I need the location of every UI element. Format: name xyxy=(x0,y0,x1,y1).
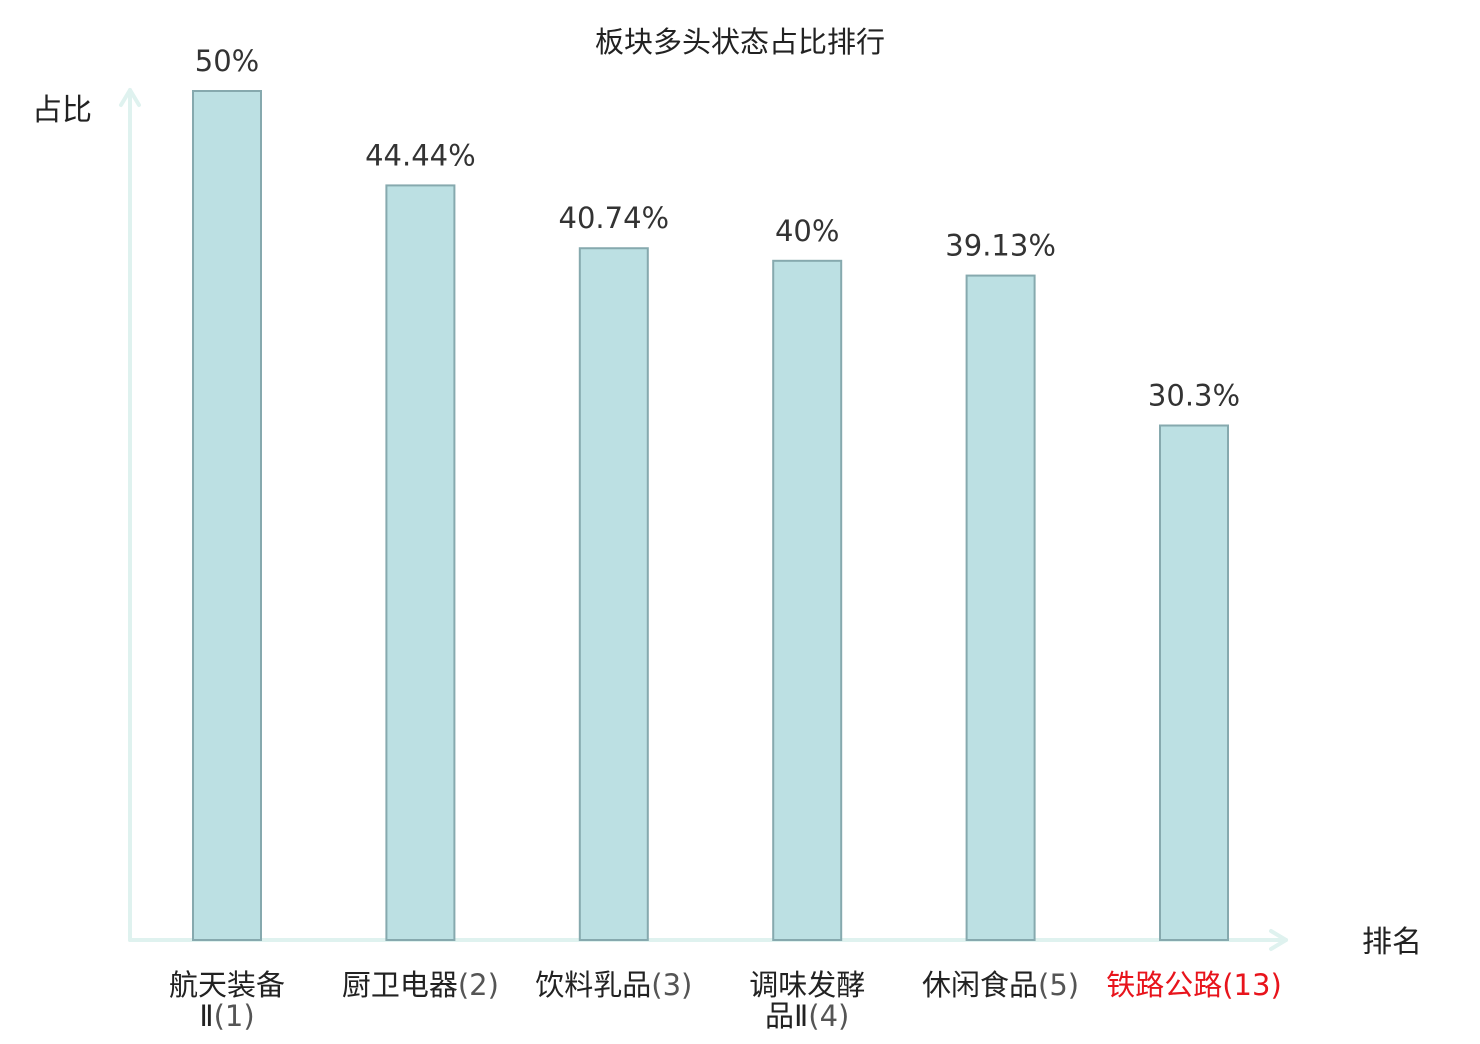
category-labels: 航天装备 Ⅱ(1) 厨卫电器(2) 饮料乳品(3) 调味发酵品Ⅱ(4) 休闲食品(5) 铁路… xyxy=(169,968,1282,1033)
axes xyxy=(119,88,1288,951)
category-tick-label: 调味发酵品Ⅱ(4) xyxy=(749,968,865,1033)
value-label: 40% xyxy=(775,214,839,248)
category-tick-label: 航天装备 Ⅱ(1) xyxy=(169,968,285,1033)
value-label: 39.13% xyxy=(945,229,1056,263)
y-axis-label: 占比 xyxy=(32,93,92,128)
category-tick-label: 厨卫电器(2) xyxy=(342,968,499,1002)
bar xyxy=(772,259,843,941)
y-axis-arrow xyxy=(119,88,141,107)
bar xyxy=(1159,424,1229,942)
value-label: 40.74% xyxy=(559,201,670,235)
value-label: 44.44% xyxy=(365,138,476,172)
bars xyxy=(192,90,1229,942)
category-tick-label: 休闲食品(5) xyxy=(922,968,1079,1002)
value-labels: 50% 44.44% 40.74% 40% 39.13% 30.3% xyxy=(195,44,1240,413)
bar xyxy=(578,247,649,941)
category-tick-label: 铁路公路(13) xyxy=(1106,968,1282,1002)
bar xyxy=(192,90,262,941)
value-label: 30.3% xyxy=(1148,379,1240,413)
value-label: 50% xyxy=(195,44,259,78)
bar xyxy=(965,274,1036,942)
category-tick-label: 饮料乳品(3) xyxy=(535,968,692,1002)
x-axis-arrow xyxy=(1269,929,1288,951)
bar xyxy=(385,184,456,941)
x-axis-label: 排名 xyxy=(1362,925,1422,960)
chart-title: 板块多头状态占比排行 xyxy=(595,25,885,59)
